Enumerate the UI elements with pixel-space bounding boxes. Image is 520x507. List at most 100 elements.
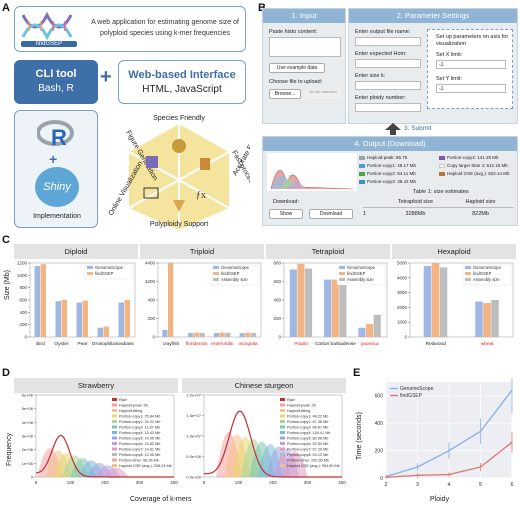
histo-textarea[interactable]: [269, 37, 341, 57]
example-data-button[interactable]: Use example data: [269, 63, 325, 73]
fx-icon: ƒx: [196, 190, 206, 201]
legend-swatch: [280, 436, 285, 440]
bar: [219, 332, 225, 337]
xlim-label: Set X limit:: [436, 52, 463, 58]
output-header: 4. Output (Download): [263, 137, 517, 151]
group-plot: 0 1000 2000 3000 4000 5000 Redwood wheat GenomeS…: [397, 261, 514, 347]
plus-small: +: [49, 151, 58, 167]
category-label: Bird: [36, 341, 45, 347]
output-panel: 4. Output (Download) Haploid-peak: 85.76…: [262, 136, 518, 226]
bar: [331, 279, 339, 337]
legend-swatch: [339, 266, 345, 269]
xlim-input[interactable]: -1: [436, 60, 506, 69]
size-table: Tetraploid size Haploid size 1 3288Mb 82…: [363, 199, 513, 217]
paste-label: Paste histo content:: [269, 29, 318, 35]
web-interface-box: Web-based Interface HTML, JavaScript: [118, 60, 246, 104]
tick-label: 400: [375, 421, 384, 427]
tick-label: 2000: [397, 305, 408, 310]
legend-label: Portion-copy5: 14.05 Mb: [119, 437, 160, 441]
hourglass-icon: [200, 158, 210, 170]
bar: [373, 314, 381, 337]
axis-settings-box: Set up parameters on axis for visualizat…: [427, 29, 513, 109]
category-label: Cotton barbadense: [315, 341, 356, 347]
k-input[interactable]: [355, 81, 421, 90]
tick-label: 4400: [145, 261, 156, 266]
tick-label: 1200: [17, 261, 28, 266]
submit-button[interactable]: 3. Submit: [404, 125, 432, 132]
legend-swatch: [112, 398, 117, 401]
kmer-charts: Strawberry 0 1e+06 2e+06 3e+06 4e+06 5e+06 6e+0…: [14, 378, 348, 496]
group-title: Triploid: [140, 244, 264, 259]
bar: [188, 333, 194, 337]
legend-swatch: [112, 414, 117, 418]
legend-copy4: Portion-copy4: 141.28 Mb: [439, 155, 499, 161]
tick-label: 0: [278, 335, 281, 340]
legend-label: GenomeScope: [473, 265, 502, 270]
kmer-plot: 0.0e+00 5.0e+06 1.0e+07 1.5e+07 2.0e+07 0 100 2…: [186, 393, 346, 485]
web-subtitle: HTML, JavaScript: [142, 84, 222, 95]
tick-label: 600: [19, 298, 27, 303]
group-title: Hexaploid: [392, 244, 516, 259]
bar: [439, 267, 448, 337]
c-ylabel: Size (Mb): [4, 270, 11, 300]
legend-swatch: [112, 453, 117, 456]
legend-swatch: [280, 447, 285, 451]
tick-label: 2: [384, 482, 387, 488]
legend-swatch: [112, 447, 117, 451]
tick-label: 6: [510, 482, 513, 488]
tick-label: 0: [380, 476, 383, 482]
legend-swatch: [280, 409, 285, 412]
legend-swatch: [280, 453, 285, 456]
legend-label: Assembly size: [347, 277, 374, 282]
bar: [61, 300, 67, 337]
download-button[interactable]: Download: [309, 209, 353, 219]
panel-label-a: A: [2, 2, 10, 14]
panel-label-b: B: [258, 2, 266, 14]
r-logo-icon: R: [37, 120, 74, 149]
tick-label: 600: [273, 279, 281, 284]
ylim-input[interactable]: -1: [436, 84, 506, 93]
table-header-1: Tetraploid size: [397, 199, 434, 205]
output-name-input[interactable]: [355, 37, 421, 46]
legend-label: Haploid-fitting: [287, 409, 310, 413]
table-cell: 822Mb: [472, 211, 489, 217]
table-row: 1 3288Mb 822Mb: [363, 208, 513, 217]
show-button[interactable]: Show: [269, 209, 303, 219]
logo-box: findGSEP A web application for estimatin…: [14, 6, 246, 52]
tick-label: 5.0e+06: [186, 454, 201, 459]
legend-label: Portion-copy2: 87.38 Mb: [287, 420, 328, 424]
bar: [491, 300, 499, 337]
legend-swatch: [213, 266, 219, 269]
legend-label: Portion-copy2: 34.21 Mb: [119, 420, 160, 424]
bar: [168, 263, 174, 337]
upload-arrow-icon: [385, 123, 401, 135]
group-title: Tetraploid: [266, 244, 390, 259]
legend-label: GenomeScope: [400, 386, 434, 392]
legend-label: Portion-copy7: 14.61 Mb: [119, 448, 160, 452]
legend-label: Portion-copy4: 154.41 Mb: [287, 431, 330, 435]
bar: [225, 332, 231, 337]
bar: [289, 269, 297, 337]
legend-label: findGSEP: [347, 271, 366, 276]
hom-input[interactable]: [355, 59, 421, 68]
category-label: Oyster: [54, 341, 69, 347]
bar: [162, 329, 168, 337]
output-preview-chart: [267, 153, 357, 191]
bar: [483, 302, 491, 337]
raw-curve: [35, 434, 174, 478]
category-label: crayfish: [163, 341, 180, 347]
ploidy-input[interactable]: [355, 103, 421, 112]
choose-file-label: Choose file to upload:: [269, 79, 323, 85]
raw-curve: [203, 410, 342, 478]
axis-title: Set up parameters on axis for visualizat…: [436, 34, 509, 47]
table-header-2: Haploid size: [465, 199, 496, 205]
legend-swatch: [112, 442, 117, 445]
tick-label: 0: [203, 480, 206, 485]
bar: [213, 332, 220, 337]
tick-label: 0: [152, 335, 155, 340]
legend-label: Portion-copy6: 15.82 Mb: [119, 442, 160, 446]
bar: [250, 332, 257, 337]
legend-swatch: [87, 272, 93, 275]
legend-box: [84, 264, 134, 280]
browse-button[interactable]: Browse...: [269, 89, 301, 99]
